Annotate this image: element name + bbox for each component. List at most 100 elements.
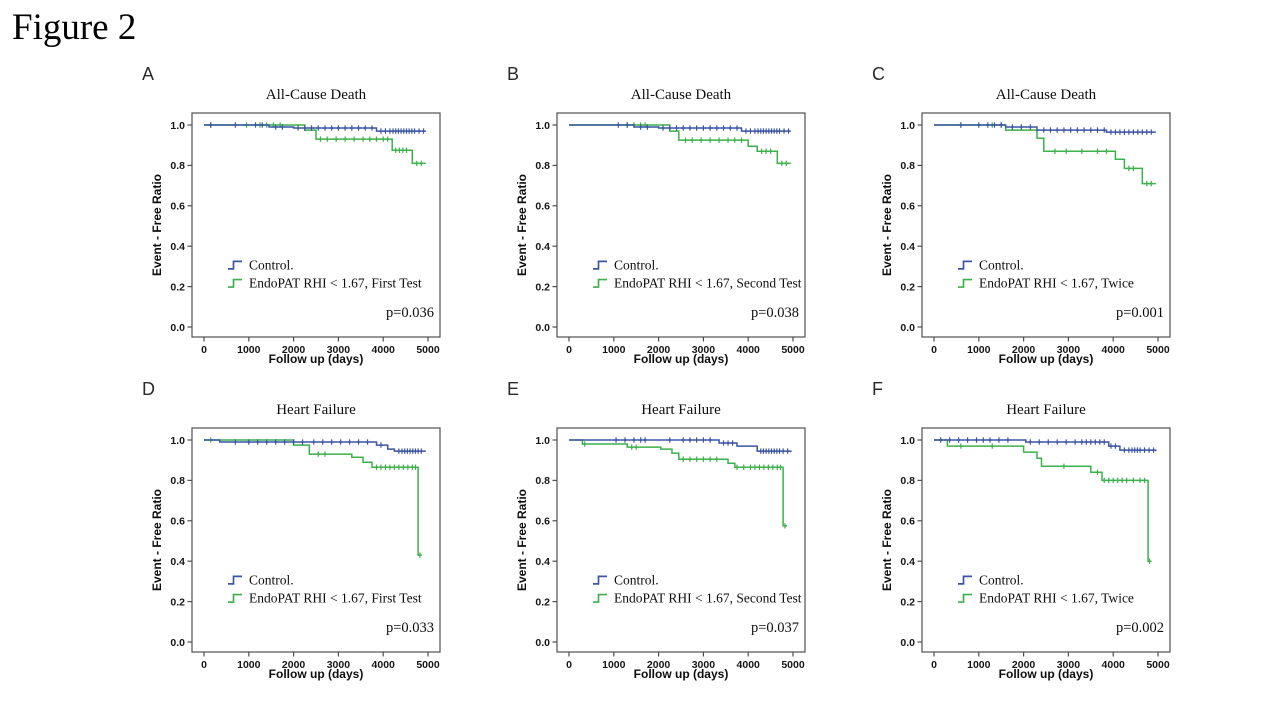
svg-text:1000: 1000 xyxy=(602,659,626,671)
km-plot-svg: 0 1000 2000 3000 4000 5000 0.0 0.2 0.4 0.6 0.8 1.0 F… xyxy=(150,112,441,366)
km-chart: Heart Failure 0 1000 2000 3000 4000 5000 0.0 0.… xyxy=(515,402,815,684)
panel-letter: A xyxy=(142,64,155,84)
svg-text:EndoPAT RHI < 1.67, Twice: EndoPAT RHI < 1.67, Twice xyxy=(979,591,1134,606)
svg-text:Control.: Control. xyxy=(979,572,1024,587)
svg-text:5000: 5000 xyxy=(1146,344,1170,356)
svg-text:1000: 1000 xyxy=(237,659,261,671)
svg-text:3000: 3000 xyxy=(1057,344,1081,356)
svg-text:0.0: 0.0 xyxy=(900,637,915,649)
svg-text:5000: 5000 xyxy=(781,344,805,356)
svg-text:Event - Free Ratio: Event - Free Ratio xyxy=(880,489,894,591)
svg-text:0.4: 0.4 xyxy=(535,556,550,568)
svg-text:p=0.002: p=0.002 xyxy=(1116,620,1164,636)
figure-title: Figure 2 xyxy=(12,7,137,48)
panel-c: C All-Cause Death 0 1000 2000 3000 4000 5000 0… xyxy=(870,64,1200,369)
svg-text:2000: 2000 xyxy=(647,659,671,671)
panel-e: E Heart Failure 0 1000 2000 3000 4000 5000 0.0… xyxy=(505,379,835,684)
svg-text:p=0.037: p=0.037 xyxy=(751,620,799,636)
panel-grid: A All-Cause Death 0 1000 2000 3000 4000 5000 0… xyxy=(140,64,1280,684)
svg-text:3000: 3000 xyxy=(692,659,716,671)
svg-text:EndoPAT RHI < 1.67, First Tes: EndoPAT RHI < 1.67, First Test xyxy=(249,591,422,606)
svg-text:Event - Free Ratio: Event - Free Ratio xyxy=(150,489,164,591)
km-plot-svg: 0 1000 2000 3000 4000 5000 0.0 0.2 0.4 0.6 0.8 1.0 F… xyxy=(515,427,806,681)
svg-text:0: 0 xyxy=(931,659,937,671)
svg-text:0: 0 xyxy=(931,344,937,356)
svg-text:3000: 3000 xyxy=(1057,659,1081,671)
svg-text:Follow up (days): Follow up (days) xyxy=(999,352,1094,366)
svg-text:0.4: 0.4 xyxy=(900,556,915,568)
svg-text:0.2: 0.2 xyxy=(900,281,915,293)
svg-text:1000: 1000 xyxy=(237,344,261,356)
svg-text:0.0: 0.0 xyxy=(535,637,550,649)
svg-text:5000: 5000 xyxy=(781,659,805,671)
svg-text:0.4: 0.4 xyxy=(900,241,915,253)
svg-text:1000: 1000 xyxy=(602,344,626,356)
svg-text:0.8: 0.8 xyxy=(170,160,185,172)
svg-text:0.2: 0.2 xyxy=(900,596,915,608)
panel-letter: F xyxy=(872,379,883,399)
km-plot-svg: 0 1000 2000 3000 4000 5000 0.0 0.2 0.4 0.6 0.8 1.0 F… xyxy=(880,427,1171,681)
svg-text:0.6: 0.6 xyxy=(535,201,550,213)
svg-text:EndoPAT RHI < 1.67, Second Te: EndoPAT RHI < 1.67, Second Test xyxy=(614,276,802,291)
svg-text:2000: 2000 xyxy=(647,344,671,356)
km-plot-svg: 0 1000 2000 3000 4000 5000 0.0 0.2 0.4 0.6 0.8 1.0 F… xyxy=(150,427,441,681)
svg-text:Control.: Control. xyxy=(614,257,659,272)
svg-text:2000: 2000 xyxy=(1012,344,1036,356)
svg-text:4000: 4000 xyxy=(1102,659,1126,671)
svg-text:1000: 1000 xyxy=(967,659,991,671)
svg-text:1.0: 1.0 xyxy=(900,120,915,132)
svg-text:0.0: 0.0 xyxy=(170,322,185,334)
svg-text:Follow up (days): Follow up (days) xyxy=(269,667,364,681)
chart-title: Heart Failure xyxy=(1006,402,1086,418)
svg-text:EndoPAT RHI < 1.67, First Tes: EndoPAT RHI < 1.67, First Test xyxy=(249,276,422,291)
svg-text:0.4: 0.4 xyxy=(535,241,550,253)
chart-title: Heart Failure xyxy=(641,402,721,418)
svg-text:EndoPAT RHI < 1.67, Twice: EndoPAT RHI < 1.67, Twice xyxy=(979,276,1134,291)
panel-b: B All-Cause Death 0 1000 2000 3000 4000 5000 0… xyxy=(505,64,835,369)
svg-text:2000: 2000 xyxy=(1012,659,1036,671)
svg-text:0.4: 0.4 xyxy=(170,556,185,568)
svg-text:p=0.001: p=0.001 xyxy=(1116,305,1164,321)
svg-text:3000: 3000 xyxy=(327,659,351,671)
km-chart: All-Cause Death 0 1000 2000 3000 4000 5000 0.0… xyxy=(515,87,815,369)
panel-d: D Heart Failure 0 1000 2000 3000 4000 5000 0.0… xyxy=(140,379,470,684)
svg-text:Control.: Control. xyxy=(249,257,294,272)
panel-a: A All-Cause Death 0 1000 2000 3000 4000 5000 0… xyxy=(140,64,470,369)
panel-letter: D xyxy=(142,379,155,399)
svg-text:0.6: 0.6 xyxy=(535,516,550,528)
svg-text:p=0.038: p=0.038 xyxy=(751,305,799,321)
svg-text:5000: 5000 xyxy=(416,344,440,356)
svg-text:Follow up (days): Follow up (days) xyxy=(269,352,364,366)
svg-text:0.4: 0.4 xyxy=(170,241,185,253)
chart-title: All-Cause Death xyxy=(265,87,367,103)
svg-text:1.0: 1.0 xyxy=(535,435,550,447)
svg-text:0.2: 0.2 xyxy=(170,596,185,608)
svg-text:4000: 4000 xyxy=(1102,344,1126,356)
svg-text:1000: 1000 xyxy=(967,344,991,356)
svg-text:0.2: 0.2 xyxy=(170,281,185,293)
svg-text:0: 0 xyxy=(566,659,572,671)
km-chart: All-Cause Death 0 1000 2000 3000 4000 5000 0.0… xyxy=(150,87,450,369)
svg-text:4000: 4000 xyxy=(737,659,761,671)
svg-text:0.8: 0.8 xyxy=(170,475,185,487)
svg-text:p=0.033: p=0.033 xyxy=(386,620,434,636)
svg-text:1.0: 1.0 xyxy=(170,435,185,447)
svg-text:Follow up (days): Follow up (days) xyxy=(999,667,1094,681)
svg-text:p=0.036: p=0.036 xyxy=(386,305,434,321)
svg-text:0.6: 0.6 xyxy=(170,516,185,528)
svg-text:5000: 5000 xyxy=(416,659,440,671)
svg-text:Event - Free Ratio: Event - Free Ratio xyxy=(880,174,894,276)
km-plot-svg: 0 1000 2000 3000 4000 5000 0.0 0.2 0.4 0.6 0.8 1.0 F… xyxy=(515,112,806,366)
svg-text:1.0: 1.0 xyxy=(900,435,915,447)
svg-text:Follow up (days): Follow up (days) xyxy=(634,352,729,366)
chart-title: All-Cause Death xyxy=(995,87,1097,103)
svg-text:4000: 4000 xyxy=(737,344,761,356)
km-chart: Heart Failure 0 1000 2000 3000 4000 5000 0.0 0.… xyxy=(880,402,1180,684)
svg-text:3000: 3000 xyxy=(692,344,716,356)
svg-text:0.8: 0.8 xyxy=(900,160,915,172)
svg-text:0: 0 xyxy=(201,344,207,356)
svg-text:Event - Free Ratio: Event - Free Ratio xyxy=(150,174,164,276)
svg-text:Event - Free Ratio: Event - Free Ratio xyxy=(515,489,529,591)
chart-title: All-Cause Death xyxy=(630,87,732,103)
svg-text:EndoPAT RHI < 1.67, Second Te: EndoPAT RHI < 1.67, Second Test xyxy=(614,591,802,606)
